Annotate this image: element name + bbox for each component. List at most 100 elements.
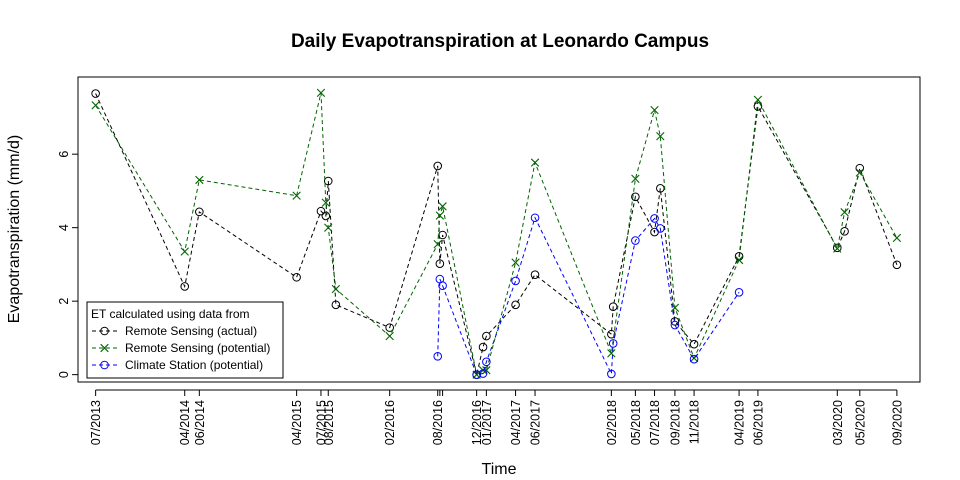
x-tick-label: 06/2019 <box>751 400 765 445</box>
series-3 <box>433 213 744 379</box>
legend-marker <box>100 360 109 370</box>
data-point <box>323 176 333 186</box>
legend-label: Remote Sensing (potential) <box>125 341 270 355</box>
data-point <box>631 236 640 245</box>
y-axis-label: Evapotranspiration (mm/d) <box>6 135 23 324</box>
data-point <box>631 192 640 202</box>
plot-frame <box>77 76 921 383</box>
data-point <box>832 243 842 253</box>
data-point <box>324 223 333 232</box>
x-tick-label: 03/2020 <box>831 400 845 445</box>
data-point <box>656 184 665 193</box>
data-point <box>433 240 442 249</box>
legend-box <box>86 301 284 379</box>
data-point <box>607 349 616 358</box>
data-point <box>833 244 842 253</box>
data-point <box>855 163 865 173</box>
series-line <box>95 92 898 376</box>
data-point <box>892 260 902 270</box>
data-point <box>472 370 481 379</box>
y-tick-label: 6 <box>57 151 71 158</box>
data-point <box>433 351 443 361</box>
data-point <box>670 320 680 330</box>
data-point <box>511 258 520 267</box>
data-point <box>478 342 488 352</box>
x-tick-label: 08/2016 <box>431 400 445 445</box>
data-point <box>91 89 100 98</box>
x-axis-label: Time <box>482 461 517 478</box>
data-point <box>656 224 665 233</box>
data-point <box>478 369 488 378</box>
legend-label: Remote Sensing (actual) <box>125 324 257 338</box>
data-point <box>321 198 331 207</box>
series-2 <box>91 88 902 379</box>
data-point <box>482 366 491 375</box>
y-tick-label: 2 <box>57 298 71 305</box>
x-tick-label: 09/2020 <box>890 400 904 445</box>
x-tick-label: 01/2017 <box>480 400 494 445</box>
legend-marker <box>100 343 109 353</box>
x-tick-label: 09/2018 <box>668 400 682 445</box>
data-point <box>316 206 326 216</box>
x-tick-label: 11/2018 <box>688 400 702 444</box>
x-tick-label: 06/2014 <box>193 400 207 445</box>
data-point <box>435 211 445 220</box>
data-point <box>331 300 341 310</box>
legend-label: Climate Station (potential) <box>125 358 263 372</box>
legend: ET calculated using data from Remote Sen… <box>86 301 284 379</box>
y-tick-label: 4 <box>57 224 71 231</box>
data-point <box>482 357 491 367</box>
data-point <box>650 214 659 223</box>
data-point <box>385 323 394 332</box>
data-point <box>734 255 744 265</box>
x-axis: 07/2013 04/2014 06/2014 04/2015 07/201508/20… <box>89 389 904 445</box>
data-point <box>331 284 341 294</box>
x-tick-label: 07/2018 <box>648 400 662 445</box>
x-tick-label: 04/2015 <box>290 400 304 445</box>
data-point <box>608 339 618 348</box>
data-point <box>438 281 447 291</box>
data-point <box>482 331 491 341</box>
x-tick-label: 04/2019 <box>733 400 747 445</box>
series-line <box>95 93 898 375</box>
data-point <box>511 276 520 286</box>
data-point <box>180 247 189 256</box>
x-tick-label: 06/2017 <box>529 400 543 445</box>
x-tick-label: 07/2013 <box>89 400 103 445</box>
data-point <box>385 331 394 341</box>
data-point <box>689 339 699 349</box>
data-point <box>195 207 204 217</box>
data-point <box>433 161 443 171</box>
data-point <box>734 288 744 297</box>
y-axis: 0 2 4 6 <box>57 151 78 378</box>
data-point <box>321 211 331 221</box>
data-point <box>608 302 618 311</box>
data-point <box>530 213 540 223</box>
x-tick-label: 12/2016 <box>470 400 484 445</box>
x-tick-label: 04/2017 <box>509 400 523 445</box>
chart-title: Daily Evapotranspiration at Leonardo Cam… <box>291 31 709 52</box>
data-point <box>435 259 445 268</box>
data-point <box>438 202 447 211</box>
data-point <box>607 369 616 379</box>
series-layer <box>91 88 902 379</box>
data-point <box>656 131 665 141</box>
data-point <box>180 282 190 291</box>
data-point <box>195 175 204 185</box>
data-point <box>650 105 659 115</box>
data-point <box>91 101 100 110</box>
series-line <box>437 216 740 376</box>
x-tick-label: 07/2015 <box>314 400 328 445</box>
x-tick-label: 02/2018 <box>605 400 619 445</box>
data-point <box>607 329 616 339</box>
data-point <box>892 233 902 243</box>
data-point <box>511 300 520 310</box>
legend-marker <box>100 326 109 336</box>
data-point <box>292 272 301 282</box>
x-tick-label: 02/2016 <box>383 400 397 445</box>
data-point <box>631 174 640 183</box>
data-point <box>316 88 326 97</box>
x-tick-label: 05/2020 <box>853 400 867 445</box>
data-point <box>840 208 849 217</box>
